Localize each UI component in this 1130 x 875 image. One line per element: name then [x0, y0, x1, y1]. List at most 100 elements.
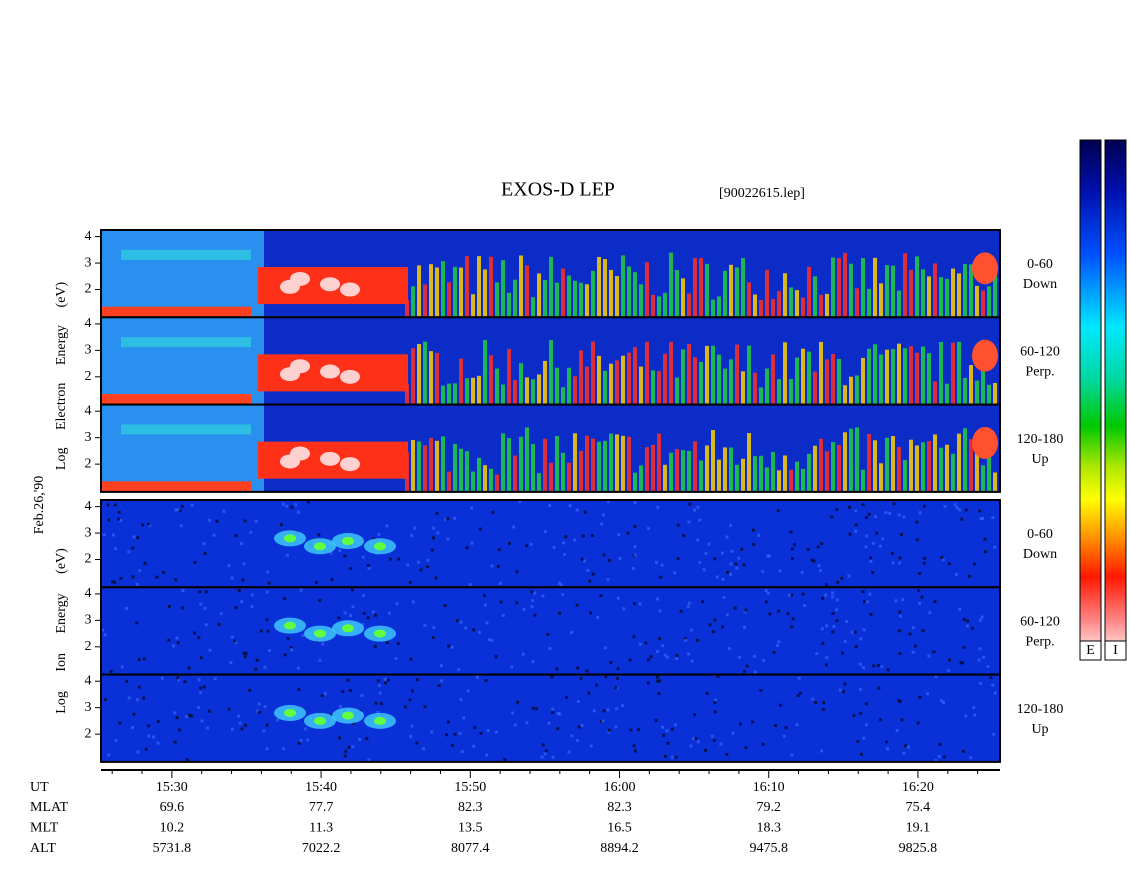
spectrogram-speckle: [820, 541, 824, 545]
spectrogram-speckle: [458, 731, 462, 735]
spectrogram-streak: [915, 256, 919, 318]
spectrogram-speckle: [991, 516, 995, 520]
spectrogram-speckle: [143, 561, 147, 565]
spectrogram-streak: [891, 436, 895, 492]
spectrogram-speckle: [824, 663, 828, 667]
spectrogram-speckle: [263, 705, 267, 709]
spectrogram-speckle: [233, 639, 237, 643]
channel-label: 0-60: [1027, 257, 1053, 272]
spectrogram-speckle: [843, 682, 847, 686]
spectrogram-streak: [909, 269, 913, 318]
spectrogram-speckle: [498, 581, 502, 585]
colorbar: [1104, 139, 1127, 661]
spectrogram-speckle: [859, 637, 863, 641]
spectrogram-blob: [374, 629, 386, 638]
spectrogram-speckle: [633, 553, 637, 557]
spectrogram-speckle: [468, 583, 472, 587]
spectrogram-streak: [627, 352, 631, 405]
channel-label: Up: [1031, 722, 1048, 737]
spectrogram-streak: [747, 282, 751, 318]
spectrogram-speckle: [979, 681, 983, 685]
spectrogram-speckle: [217, 623, 221, 627]
spectrogram-speckle: [187, 666, 191, 670]
spectrogram-speckle: [864, 702, 868, 706]
spectrogram-streak: [639, 284, 643, 318]
spectrogram-speckle: [254, 520, 258, 524]
spectrogram-speckle: [361, 555, 365, 559]
spectrogram-speckle: [466, 689, 470, 693]
spectrogram-speckle: [116, 517, 120, 521]
spectrogram-speckle: [515, 570, 519, 574]
spectrogram-speckle: [955, 506, 959, 510]
spectrogram-speckle: [676, 557, 680, 561]
spectrogram-speckle: [459, 620, 463, 624]
spectrogram-speckle: [543, 529, 547, 533]
spectrogram-speckle: [437, 684, 441, 688]
spectrogram-speckle: [859, 711, 863, 715]
spectrogram-streak: [951, 268, 955, 318]
spectrogram-speckle: [581, 534, 585, 538]
spectrogram-speckle: [184, 714, 188, 718]
spectrogram-speckle: [338, 705, 342, 709]
spectrogram-speckle: [453, 516, 457, 520]
spectrogram-speckle: [338, 549, 342, 553]
spectrogram-speckle: [306, 500, 310, 504]
spectrogram-speckle: [898, 556, 902, 560]
spectrogram-speckle: [691, 737, 695, 741]
spectrogram-streak: [705, 445, 709, 492]
spectrogram-streak: [609, 269, 613, 318]
spectrogram-speckle: [958, 607, 962, 611]
spectrogram-speckle: [806, 547, 810, 551]
y-tick-label: 2: [85, 726, 92, 741]
spectrogram-speckle: [583, 559, 587, 563]
spectrogram-streak: [849, 428, 853, 492]
spectrogram-speckle: [880, 665, 884, 669]
ephemeris-value: 8077.4: [451, 841, 490, 856]
spectrogram-streak: [663, 353, 667, 405]
spectrogram-streak: [495, 474, 499, 492]
spectrogram-streak: [459, 267, 463, 318]
spectrogram-streak: [579, 282, 583, 318]
spectrogram-speckle: [791, 547, 795, 551]
spectrogram-speckle: [445, 733, 449, 737]
spectrogram-speckle: [628, 658, 632, 662]
spectrogram-streak: [435, 267, 439, 318]
spectrogram-speckle: [885, 747, 889, 751]
spectrogram-streak: [909, 346, 913, 405]
spectrogram-streak: [471, 294, 475, 318]
spectrogram-speckle: [815, 652, 819, 656]
spectrogram-speckle: [744, 608, 748, 612]
spectrogram-speckle: [793, 543, 797, 547]
spectrogram-streak: [783, 455, 787, 492]
spectrogram-speckle: [193, 560, 197, 564]
spectrogram-speckle: [423, 705, 427, 709]
spectrogram-speckle: [510, 665, 514, 669]
spectrogram-speckle: [871, 571, 875, 575]
spectrogram-streak: [957, 433, 961, 492]
spectrogram-speckle: [693, 508, 697, 512]
spectrogram-speckle: [563, 553, 567, 557]
spectrogram-streak: [675, 377, 679, 405]
spectrogram-speckle: [531, 660, 535, 664]
spectrogram-speckle: [497, 548, 501, 552]
spectrogram-streak: [591, 438, 595, 492]
spectrogram-speckle: [876, 663, 880, 667]
spectrogram-speckle: [362, 611, 366, 615]
spectrogram-streak: [525, 377, 529, 405]
spectrogram-speckle: [787, 593, 791, 597]
spectrogram-speckle: [647, 658, 651, 662]
spectrogram-speckle: [687, 520, 691, 524]
spectrogram-speckle: [180, 504, 184, 508]
spectrogram-speckle: [177, 728, 181, 732]
spectrogram-streak: [777, 291, 781, 318]
spectrogram-speckle: [977, 658, 981, 662]
spectrogram-streak: [717, 354, 721, 405]
spectrogram-speckle: [934, 674, 938, 678]
spectrogram-speckle: [199, 602, 203, 606]
spectrogram-speckle: [665, 729, 669, 733]
spectrogram-speckle: [525, 544, 529, 548]
spectrogram-speckle: [689, 744, 693, 748]
spectrogram-speckle: [631, 566, 635, 570]
spectrogram-streak: [693, 257, 697, 318]
spectrogram-speckle: [560, 583, 564, 587]
